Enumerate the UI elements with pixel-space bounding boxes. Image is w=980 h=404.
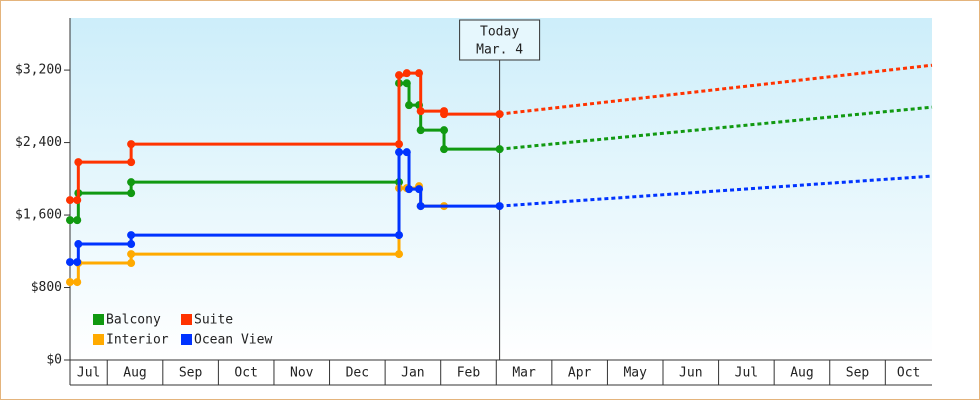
x-tick-label: Apr [568,366,592,381]
y-tick-label: $1,600 [15,208,62,223]
point [66,216,74,225]
today-label: Today [480,25,519,40]
x-tick-label: Jan [401,366,424,381]
point [495,145,504,154]
plot-area [70,18,932,360]
point [73,216,82,225]
point [66,278,74,287]
point [395,250,404,259]
point [127,250,136,259]
point [127,189,136,198]
point [405,101,414,110]
x-tick-label: Aug [790,366,813,381]
point [395,148,404,157]
x-tick-label: Jul [77,366,100,381]
today-box [459,19,541,61]
x-tick-label: Jun [679,366,702,381]
x-tick-label: Sep [846,366,870,381]
point [416,126,425,135]
x-tick-label: Aug [123,366,146,381]
point [127,178,136,187]
point [415,185,424,194]
projection-line [499,174,933,208]
x-tick-label: May [623,366,647,381]
point [127,240,136,249]
projection-line [499,105,933,151]
x-tick-label: Nov [290,366,314,381]
point [395,71,404,80]
point [440,110,449,119]
point [402,79,411,88]
point [74,158,83,167]
point [73,196,82,205]
legend-swatch [93,334,104,345]
y-tick-label: $0 [46,353,62,368]
x-tick-label: Mar [512,366,536,381]
x-tick-label: Sep [179,366,203,381]
point [127,158,136,167]
legend-label: Ocean View [194,333,272,348]
y-tick-label: $800 [31,280,62,295]
y-tick-label: $2,400 [15,135,62,150]
point [66,258,74,267]
point [440,126,449,135]
point [73,278,82,287]
legend-swatch [93,314,104,325]
point [405,185,414,194]
projection-line [499,63,933,116]
x-tick-label: Feb [457,366,481,381]
point [495,202,504,211]
point [440,145,449,154]
x-tick-label: Oct [234,366,257,381]
point [127,140,136,149]
legend-label: Suite [194,313,233,328]
today-date: Mar. 4 [476,43,523,58]
point [127,231,136,240]
point [395,231,404,240]
point [66,196,74,205]
y-tick-label: $3,200 [15,63,62,78]
point [402,148,411,157]
point [74,240,83,249]
point [73,258,82,267]
point [415,69,424,78]
x-tick-label: Jul [735,366,758,381]
legend-label: Interior [106,333,169,348]
point [416,202,425,211]
point [495,110,504,119]
x-tick-label: Dec [346,366,369,381]
point [416,107,425,116]
point [127,259,136,268]
x-tick-label: Oct [897,366,920,381]
point [402,69,411,78]
point [395,140,404,149]
legend-swatch [181,314,192,325]
legend-label: Balcony [106,313,161,328]
legend-swatch [181,334,192,345]
